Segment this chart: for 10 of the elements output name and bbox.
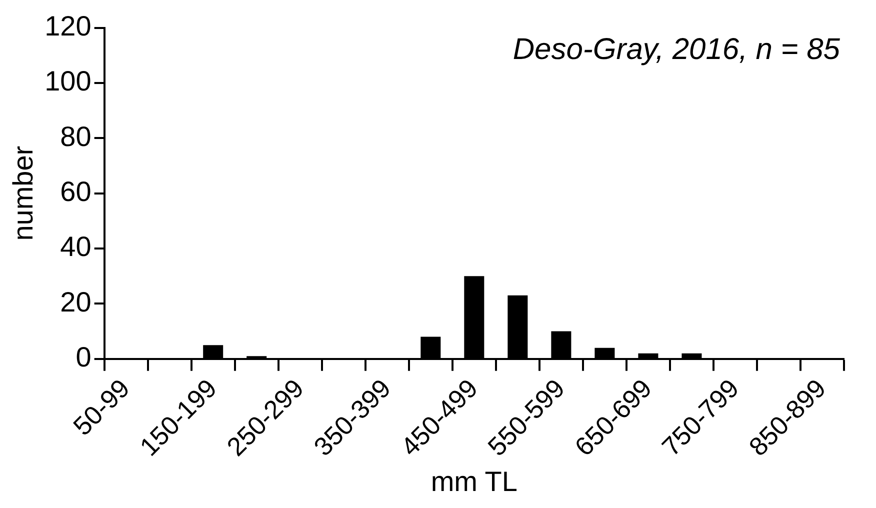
y-tick-label: 40: [60, 231, 92, 262]
x-axis-title: mm TL: [430, 466, 518, 497]
y-axis-title: number: [8, 146, 39, 241]
y-tick-label: 0: [76, 342, 92, 373]
y-tick-label: 100: [44, 66, 92, 97]
y-tick-label: 120: [44, 10, 92, 42]
y-tick-label: 20: [60, 286, 92, 318]
annotation: Deso-Gray, 2016, n = 85: [512, 33, 840, 66]
y-tick-label: 80: [60, 120, 92, 152]
y-tick-label: 60: [60, 176, 92, 208]
